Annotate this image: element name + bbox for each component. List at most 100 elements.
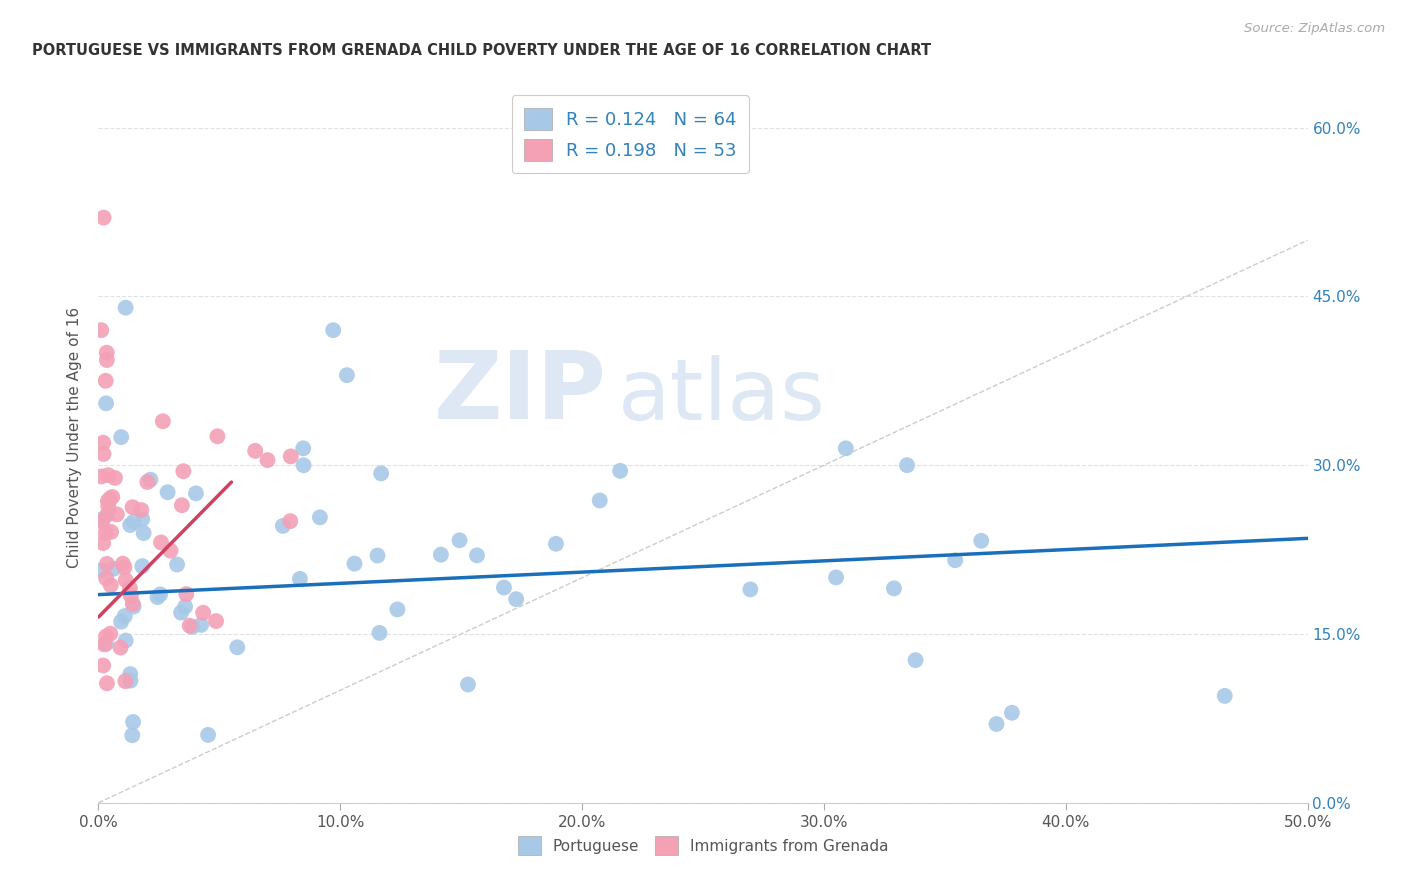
Point: [96, 508, 118, 522]
Point: [146, 590, 169, 604]
Point: [166, 558, 188, 572]
Point: [91, 435, 114, 450]
Point: [825, 570, 848, 584]
Point: [986, 717, 1008, 731]
Point: [883, 582, 905, 596]
Point: [190, 618, 212, 632]
Point: [366, 549, 388, 563]
Point: [256, 453, 278, 467]
Point: [94, 637, 117, 651]
Point: [152, 414, 174, 428]
Text: atlas: atlas: [619, 355, 827, 438]
Point: [114, 301, 136, 315]
Point: [122, 599, 145, 614]
Point: [97, 494, 120, 508]
Point: [172, 464, 194, 478]
Point: [110, 430, 132, 444]
Point: [170, 606, 193, 620]
Point: [120, 673, 142, 688]
Point: [121, 500, 143, 515]
Legend: Portuguese, Immigrants from Grenada: Portuguese, Immigrants from Grenada: [512, 830, 894, 861]
Point: [94, 630, 117, 644]
Y-axis label: Child Poverty Under the Age of 16: Child Poverty Under the Age of 16: [67, 307, 83, 567]
Point: [96, 353, 118, 368]
Point: [205, 614, 228, 628]
Point: [288, 572, 311, 586]
Point: [387, 602, 409, 616]
Point: [90, 323, 112, 337]
Point: [179, 618, 201, 632]
Point: [93, 447, 115, 461]
Point: [370, 467, 392, 481]
Point: [943, 553, 966, 567]
Point: [904, 653, 927, 667]
Point: [120, 667, 142, 681]
Point: [544, 537, 567, 551]
Point: [90, 469, 112, 483]
Point: [150, 535, 173, 549]
Point: [122, 714, 145, 729]
Point: [430, 548, 453, 562]
Point: [91, 536, 114, 550]
Point: [100, 524, 122, 539]
Point: [131, 512, 153, 526]
Point: [174, 599, 197, 614]
Point: [136, 475, 159, 489]
Point: [122, 515, 145, 529]
Point: [114, 609, 136, 624]
Point: [91, 658, 114, 673]
Point: [191, 606, 214, 620]
Point: [110, 615, 132, 629]
Point: [609, 464, 631, 478]
Point: [492, 581, 515, 595]
Point: [97, 468, 120, 483]
Point: [93, 211, 115, 225]
Point: [174, 587, 197, 601]
Point: [97, 499, 120, 513]
Point: [292, 458, 315, 473]
Point: [465, 549, 488, 563]
Point: [343, 557, 366, 571]
Point: [181, 620, 204, 634]
Point: [121, 728, 143, 742]
Point: [336, 368, 359, 383]
Point: [197, 728, 219, 742]
Point: [96, 557, 118, 571]
Point: [96, 345, 118, 359]
Point: [159, 543, 181, 558]
Point: [368, 626, 391, 640]
Point: [98, 491, 121, 506]
Point: [970, 533, 993, 548]
Point: [1213, 689, 1236, 703]
Point: [93, 637, 115, 651]
Point: [91, 512, 114, 526]
Point: [96, 676, 118, 690]
Point: [292, 442, 315, 456]
Text: Source: ZipAtlas.com: Source: ZipAtlas.com: [1244, 22, 1385, 36]
Point: [94, 525, 117, 540]
Point: [457, 677, 479, 691]
Point: [94, 374, 117, 388]
Point: [449, 533, 471, 548]
Point: [740, 582, 762, 597]
Point: [91, 515, 114, 529]
Point: [94, 396, 117, 410]
Text: PORTUGUESE VS IMMIGRANTS FROM GRENADA CHILD POVERTY UNDER THE AGE OF 16 CORRELAT: PORTUGUESE VS IMMIGRANTS FROM GRENADA CH…: [32, 43, 931, 58]
Point: [896, 458, 918, 473]
Point: [120, 518, 142, 533]
Point: [101, 490, 124, 504]
Point: [207, 429, 229, 443]
Point: [1001, 706, 1024, 720]
Point: [322, 323, 344, 337]
Point: [278, 514, 301, 528]
Point: [149, 587, 172, 601]
Point: [184, 486, 207, 500]
Point: [114, 633, 136, 648]
Point: [103, 562, 125, 576]
Point: [114, 573, 136, 587]
Point: [100, 626, 122, 640]
Point: [110, 640, 132, 655]
Point: [114, 674, 136, 689]
Point: [131, 559, 153, 574]
Point: [96, 571, 118, 585]
